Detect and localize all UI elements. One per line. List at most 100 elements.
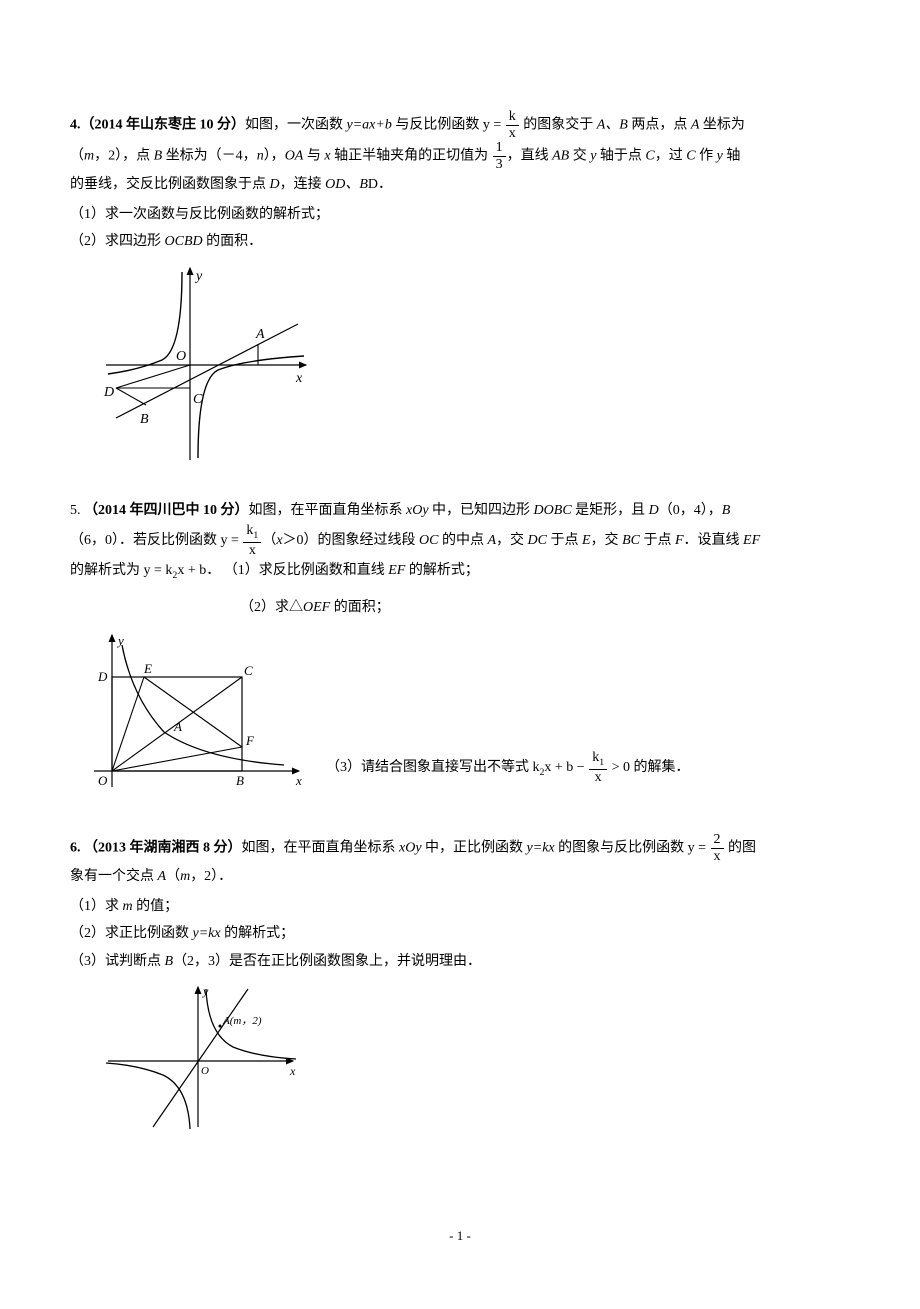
problem-4-line2: （m，2），点 B 坐标为（－4，n），OA 与 x 轴正半轴夹角的正切值为 1… <box>70 141 850 172</box>
txt: B <box>154 149 163 164</box>
problem-4-line3: 的垂线，交反比例函数图象于点 D，连接 OD、BD． <box>70 172 850 199</box>
txt: C <box>686 149 695 164</box>
eq: k <box>533 760 540 775</box>
lbl-F: F <box>245 733 255 748</box>
txt: （ <box>70 149 84 164</box>
problem-5: 5. （2014 年四川巴中 10 分）如图，在平面直角坐标系 xOy 中，已知… <box>70 498 850 805</box>
txt: （2）求正比例函数 <box>70 926 193 941</box>
eq: y=ax+b <box>347 118 392 133</box>
txt: A <box>158 869 167 884</box>
txt: OD、B <box>325 177 368 192</box>
lbl-B: B <box>236 773 244 788</box>
txt: 的图象与反比例函数 <box>555 841 688 856</box>
p4-num: 4. <box>70 118 81 133</box>
p4-q1: （1）求一次函数与反比例函数的解析式； <box>70 202 850 229</box>
txt: ，2）． <box>190 869 232 884</box>
p6-svg: y x O A(m，2) <box>98 979 308 1134</box>
p4-figure: y x O A B C D <box>98 260 850 470</box>
txt: OCBD <box>165 234 203 249</box>
lbl-A: A <box>255 327 265 342</box>
txt: ．设直线 <box>684 533 744 548</box>
txt: DC <box>528 533 547 548</box>
txt: EF <box>743 533 760 548</box>
txt: （0，4）， <box>659 503 722 518</box>
txt: 坐标为 <box>699 118 745 133</box>
p6-tag: （2013 年湖南湘西 8 分） <box>84 841 242 856</box>
txt: 的图 <box>725 841 757 856</box>
lbl-O: O <box>201 1065 209 1077</box>
lbl-y: y <box>116 633 124 648</box>
txt: OA <box>285 149 304 164</box>
p6-num: 6. <box>70 841 84 856</box>
lbl-A: A <box>173 719 182 734</box>
frac-num: k1 <box>243 524 261 543</box>
txt: xOy <box>399 841 422 856</box>
txt: F <box>675 533 684 548</box>
txt: 轴于点 <box>596 149 645 164</box>
p4-q2: （2）求四边形 OCBD 的面积． <box>70 229 850 256</box>
eq: > 0 <box>608 760 630 775</box>
txt: 轴 <box>723 149 741 164</box>
txt: n <box>257 149 264 164</box>
p4-svg: y x O A B C D <box>98 260 318 470</box>
lbl-y: y <box>194 269 203 284</box>
p5-tag: （2014 年四川巴中 10 分） <box>84 503 249 518</box>
p4-tag: （2014 年山东枣庄 10 分） <box>81 118 246 133</box>
txt: ，2），点 <box>94 149 154 164</box>
lbl-C: C <box>193 392 203 407</box>
lbl-O: O <box>98 773 108 788</box>
p5-num: 5. <box>70 503 84 518</box>
txt: ，过 <box>655 149 687 164</box>
p4-subparts: （1）求一次函数与反比例函数的解析式； （2）求四边形 OCBD 的面积． <box>70 202 850 256</box>
p5-fig-row: y x O D E C A F B （3）请结合图象直接写出不等式 k2x + … <box>70 623 850 805</box>
eq: x + b <box>177 563 206 578</box>
problem-5-statement: 5. （2014 年四川巴中 10 分）如图，在平面直角坐标系 xOy 中，已知… <box>70 498 850 525</box>
problem-5-line2: （6，0）．若反比例函数 y = k1x（x＞0）的图象经过线段 OC 的中点 … <box>70 524 850 558</box>
txt: A <box>487 533 496 548</box>
txt: xOy <box>406 503 429 518</box>
txt: 两点，点 <box>628 118 691 133</box>
lbl-B: B <box>140 412 149 427</box>
txt: 于点 <box>640 533 675 548</box>
eq: x + b − <box>544 760 588 775</box>
txt: D <box>270 177 280 192</box>
txt: ＞0）的图象经过线段 <box>283 533 420 548</box>
p5-svg: y x O D E C A F B <box>74 627 314 797</box>
problem-5-line3: 的解析式为 y = k2x + b． （1）求反比例函数和直线 EF 的解析式； <box>70 558 850 585</box>
txt: A、B <box>597 118 628 133</box>
txt: 的解析式； <box>221 926 295 941</box>
txt: 的垂线，交反比例函数图象于点 <box>70 177 270 192</box>
frac-den: 3 <box>493 157 506 172</box>
txt: OEF <box>303 600 330 615</box>
eq: y = <box>483 118 505 133</box>
problem-6: 6. （2013 年湖南湘西 8 分）如图，在平面直角坐标系 xOy 中，正比例… <box>70 833 850 1134</box>
txt: ，交 <box>496 533 528 548</box>
txt: 轴正半轴夹角的正切值为 <box>331 149 492 164</box>
problem-6-statement: 6. （2013 年湖南湘西 8 分）如图，在平面直角坐标系 xOy 中，正比例… <box>70 833 850 864</box>
eq: y = <box>221 533 243 548</box>
txt: 的面积． <box>203 234 263 249</box>
lbl-D: D <box>97 669 108 684</box>
txt: 的解析式； <box>405 563 479 578</box>
txt: ）， <box>264 149 285 164</box>
txt: AB <box>552 149 569 164</box>
txt: DOBC <box>534 503 572 518</box>
txt: B <box>722 503 731 518</box>
txt: 作 <box>696 149 717 164</box>
txt: 的解析式为 <box>70 563 144 578</box>
txt: （ <box>166 869 180 884</box>
p6-subparts: （1）求 m 的值； （2）求正比例函数 y=kx 的解析式； （3）试判断点 … <box>70 894 850 976</box>
p6-q3: （3）试判断点 B（2，3）是否在正比例函数图象上，并说明理由． <box>70 949 850 976</box>
fraction: kx <box>506 110 519 141</box>
txt: ，连接 <box>280 177 326 192</box>
txt: 的中点 <box>438 533 487 548</box>
txt: （6，0）．若反比例函数 <box>70 533 221 548</box>
txt: m <box>84 149 94 164</box>
txt: m <box>180 869 190 884</box>
txt: D <box>649 503 659 518</box>
txt: 如图，一次函数 <box>245 118 347 133</box>
lbl-x: x <box>295 371 303 386</box>
txt: ，直线 <box>507 149 553 164</box>
txt: 的值； <box>133 899 179 914</box>
p6-figure: y x O A(m，2) <box>98 979 850 1134</box>
